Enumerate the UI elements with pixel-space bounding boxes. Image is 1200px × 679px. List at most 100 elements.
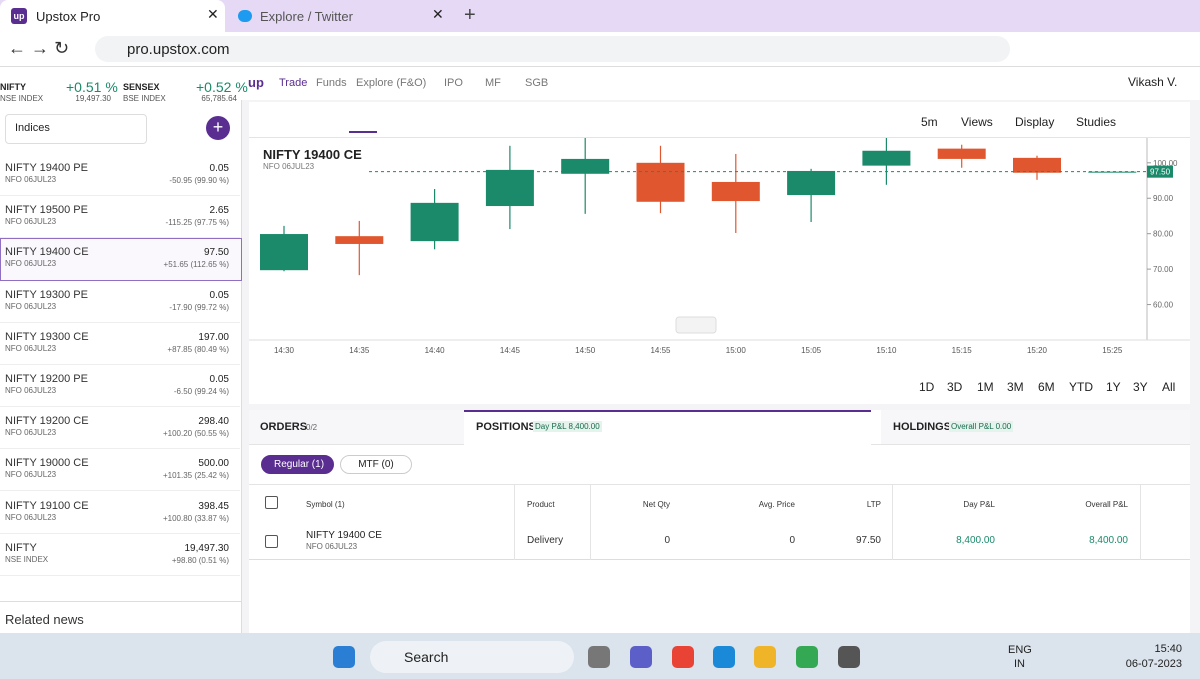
watchlist-row[interactable] xyxy=(0,492,240,534)
x-tick-label: 14:35 xyxy=(349,346,370,355)
watchlist-row[interactable] xyxy=(0,323,240,365)
watchlist-row[interactable] xyxy=(0,154,240,196)
item-sub: NFO 06JUL23 xyxy=(5,513,57,522)
holdings-tab[interactable] xyxy=(881,410,1190,444)
url-field[interactable] xyxy=(95,36,1010,62)
nav-buttons[interactable]: ← → ↻ xyxy=(8,38,70,58)
item-name: NIFTY 19200 CE xyxy=(5,415,89,427)
table-header: Day P&L xyxy=(963,500,995,509)
x-tick-label: 15:10 xyxy=(876,346,897,355)
range-button[interactable]: 3Y xyxy=(1133,380,1148,394)
col-line xyxy=(514,485,515,560)
clock-date[interactable]: 06-07-2023 xyxy=(1125,658,1182,670)
chart-menu[interactable]: Display xyxy=(1015,115,1055,129)
url[interactable]: pro.upstox.com xyxy=(127,41,230,58)
y-tick-label: 70.00 xyxy=(1153,265,1174,274)
watchlist-row[interactable] xyxy=(0,238,242,281)
range-button[interactable]: YTD xyxy=(1069,380,1093,394)
index-name: NIFTY xyxy=(0,82,26,92)
table-cell: 0 xyxy=(664,535,670,546)
tab-close[interactable]: ✕ xyxy=(432,6,444,22)
filter-pill[interactable]: MTF (0) xyxy=(340,455,412,474)
last-price-tag xyxy=(1147,165,1173,178)
clock-time[interactable]: 15:40 xyxy=(1154,643,1182,655)
watchlist-row[interactable] xyxy=(0,534,240,576)
tab-badge: Overall P&L 0.00 xyxy=(949,421,1014,432)
watchlist-row[interactable] xyxy=(0,449,240,491)
nav-link[interactable]: MF xyxy=(485,77,501,89)
taskbar-icon[interactable] xyxy=(630,646,652,668)
candle-body xyxy=(335,236,384,244)
table-cell: Delivery xyxy=(527,535,564,546)
range-button[interactable]: 1Y xyxy=(1106,380,1121,394)
dropdown[interactable] xyxy=(5,114,147,144)
tab-label: POSITIONS xyxy=(476,421,536,433)
item-name: NIFTY 19500 PE xyxy=(5,204,88,216)
col-line xyxy=(590,485,591,560)
taskbar-icon[interactable] xyxy=(588,646,610,668)
table-cell: 97.50 xyxy=(855,535,881,546)
toolbar-line xyxy=(249,137,1190,138)
x-tick-label: 14:30 xyxy=(274,346,295,355)
range-button[interactable]: 1M xyxy=(977,380,994,394)
taskbar-icon[interactable] xyxy=(672,646,694,668)
filter-pill[interactable]: Regular (1) xyxy=(261,455,334,474)
taskbar-icon[interactable] xyxy=(838,646,860,668)
taskbar-search[interactable] xyxy=(370,641,574,673)
chart-menu[interactable]: Views xyxy=(961,115,993,129)
tab-close[interactable]: ✕ xyxy=(207,6,219,22)
table-top xyxy=(249,484,1190,485)
chart-panel xyxy=(249,102,1190,404)
x-tick-label: 15:20 xyxy=(1027,346,1048,355)
watchlist-row[interactable] xyxy=(0,196,240,238)
taskbar-search-label[interactable]: Search xyxy=(404,649,449,665)
col-line xyxy=(892,485,893,560)
checkbox[interactable] xyxy=(265,535,278,548)
positions-tab[interactable] xyxy=(464,410,871,446)
tab-title[interactable]: Explore / Twitter xyxy=(260,9,353,24)
checkbox[interactable] xyxy=(265,496,278,509)
taskbar-icon[interactable] xyxy=(796,646,818,668)
nav-link[interactable]: Trade xyxy=(279,77,308,89)
candle-body xyxy=(711,181,760,202)
range-button[interactable]: 6M xyxy=(1038,380,1055,394)
interval[interactable]: 5m xyxy=(921,115,938,129)
taskbar-icon[interactable] xyxy=(713,646,735,668)
taskbar-icon[interactable] xyxy=(754,646,776,668)
nav-link[interactable]: Funds xyxy=(316,77,347,89)
item-change: -17.90 (99.72 %) xyxy=(169,303,229,312)
tab-title[interactable]: Upstox Pro xyxy=(36,9,101,24)
new-tab[interactable]: + xyxy=(464,4,476,26)
range-button[interactable]: 3D xyxy=(947,380,963,394)
add-button[interactable]: + xyxy=(206,116,230,140)
dropdown-label[interactable]: Indices xyxy=(15,122,50,134)
x-tick-label: 14:55 xyxy=(650,346,671,355)
watchlist-row[interactable] xyxy=(0,407,240,449)
table-cell: 8,400.00 xyxy=(1089,535,1128,546)
user-name[interactable]: Vikash V. xyxy=(1128,75,1178,89)
x-tick-label: 15:15 xyxy=(952,346,973,355)
orders-tab[interactable] xyxy=(249,410,464,444)
related-news[interactable]: Related news xyxy=(5,612,84,627)
watchlist-row[interactable] xyxy=(0,281,240,323)
candle-body xyxy=(410,202,459,242)
range-button[interactable]: 3M xyxy=(1007,380,1024,394)
nav-link[interactable]: IPO xyxy=(444,77,463,89)
item-price: 0.05 xyxy=(209,163,229,174)
item-change: +100.20 (50.55 %) xyxy=(162,429,229,438)
nav-link[interactable]: Explore (F&O) xyxy=(356,77,427,89)
watchlist-row[interactable] xyxy=(0,365,240,407)
nav-link[interactable]: SGB xyxy=(525,77,549,89)
chart-menu[interactable]: Studies xyxy=(1076,115,1117,129)
y-tick-label: 60.00 xyxy=(1153,301,1174,310)
table-header: Net Qty xyxy=(642,500,670,509)
index-change: +0.51 % xyxy=(66,79,118,95)
item-change: -6.50 (99.24 %) xyxy=(173,387,229,396)
item-price: 0.05 xyxy=(209,290,229,301)
item-sub: NFO 06JUL23 xyxy=(5,344,57,353)
range-button[interactable]: 1D xyxy=(919,380,935,394)
taskbar-icon[interactable] xyxy=(333,646,355,668)
range-button[interactable]: All xyxy=(1162,380,1176,394)
x-tick-label: 15:05 xyxy=(801,346,822,355)
